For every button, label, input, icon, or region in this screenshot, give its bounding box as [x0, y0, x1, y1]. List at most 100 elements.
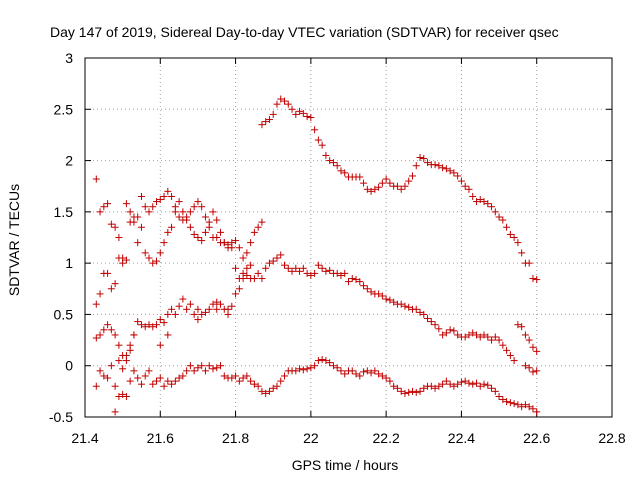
data-point	[461, 182, 469, 190]
data-point	[412, 388, 420, 396]
data-point	[465, 331, 473, 339]
data-point	[243, 264, 251, 272]
data-point	[209, 208, 217, 216]
data-point	[269, 257, 277, 265]
data-point	[153, 257, 161, 265]
data-point	[514, 321, 522, 329]
data-point	[461, 333, 469, 341]
data-point	[393, 182, 401, 190]
data-point	[454, 380, 462, 388]
data-point	[442, 377, 450, 385]
data-point	[454, 172, 462, 180]
data-point	[213, 216, 221, 224]
data-point	[217, 300, 225, 308]
data-point	[224, 310, 232, 318]
data-point	[107, 326, 115, 334]
data-point	[115, 392, 123, 400]
data-point	[435, 382, 443, 390]
data-point	[360, 368, 368, 376]
data-point	[122, 351, 130, 359]
data-point	[235, 377, 243, 385]
data-point	[104, 321, 112, 329]
data-point	[352, 370, 360, 378]
data-point	[190, 367, 198, 375]
data-point	[525, 336, 533, 344]
y-tick-label: 0	[65, 358, 73, 374]
data-point	[243, 271, 251, 279]
data-point	[480, 331, 488, 339]
data-point	[375, 370, 383, 378]
y-tick-label: 0.5	[54, 306, 74, 322]
data-point	[186, 300, 194, 308]
data-point	[164, 377, 172, 385]
data-point	[416, 308, 424, 316]
data-point	[299, 264, 307, 272]
data-point	[247, 377, 255, 385]
data-point	[213, 364, 221, 372]
data-point	[514, 401, 522, 409]
data-point	[96, 331, 104, 339]
data-point	[356, 372, 364, 380]
data-point	[168, 380, 176, 388]
data-point	[495, 213, 503, 221]
data-point	[491, 387, 499, 395]
data-point	[326, 266, 334, 274]
data-point	[311, 126, 319, 134]
data-point	[160, 239, 168, 247]
data-point	[190, 203, 198, 211]
data-point	[311, 362, 319, 370]
data-point	[179, 372, 187, 380]
data-point	[107, 220, 115, 228]
data-point	[153, 198, 161, 206]
data-point	[469, 192, 477, 200]
data-point	[382, 295, 390, 303]
data-point	[137, 192, 145, 200]
data-point	[111, 280, 119, 288]
data-point	[156, 196, 164, 204]
data-point	[201, 213, 209, 221]
data-point	[484, 200, 492, 208]
data-point	[194, 316, 202, 324]
data-point	[213, 298, 221, 306]
data-point	[318, 264, 326, 272]
data-point	[439, 164, 447, 172]
data-point	[134, 374, 142, 382]
data-point	[382, 175, 390, 183]
data-point	[205, 223, 213, 231]
data-point	[360, 282, 368, 290]
data-point	[405, 177, 413, 185]
data-point	[126, 208, 134, 216]
data-point	[518, 323, 526, 331]
data-point	[510, 357, 518, 365]
data-point	[454, 331, 462, 339]
data-point	[96, 367, 104, 375]
data-point	[518, 403, 526, 411]
x-tick-label: 21.8	[222, 430, 249, 446]
data-point	[476, 196, 484, 204]
data-point	[130, 367, 138, 375]
data-point	[141, 323, 149, 331]
data-point	[296, 107, 304, 115]
data-point	[201, 308, 209, 316]
data-point	[450, 382, 458, 390]
x-tick-label: 22.8	[598, 430, 625, 446]
data-point	[265, 116, 273, 124]
data-point	[322, 151, 330, 159]
data-point	[232, 290, 240, 298]
data-point	[130, 331, 138, 339]
data-point	[529, 368, 537, 376]
data-point	[137, 321, 145, 329]
data-point	[529, 405, 537, 413]
data-point	[145, 321, 153, 329]
series-series-a	[92, 95, 541, 284]
data-point	[412, 305, 420, 313]
data-point	[224, 241, 232, 249]
data-point	[160, 319, 168, 327]
data-point	[164, 187, 172, 195]
data-point	[382, 374, 390, 382]
data-point	[96, 290, 104, 298]
data-point	[499, 396, 507, 404]
data-point	[521, 362, 529, 370]
data-point	[375, 290, 383, 298]
data-point	[265, 259, 273, 267]
